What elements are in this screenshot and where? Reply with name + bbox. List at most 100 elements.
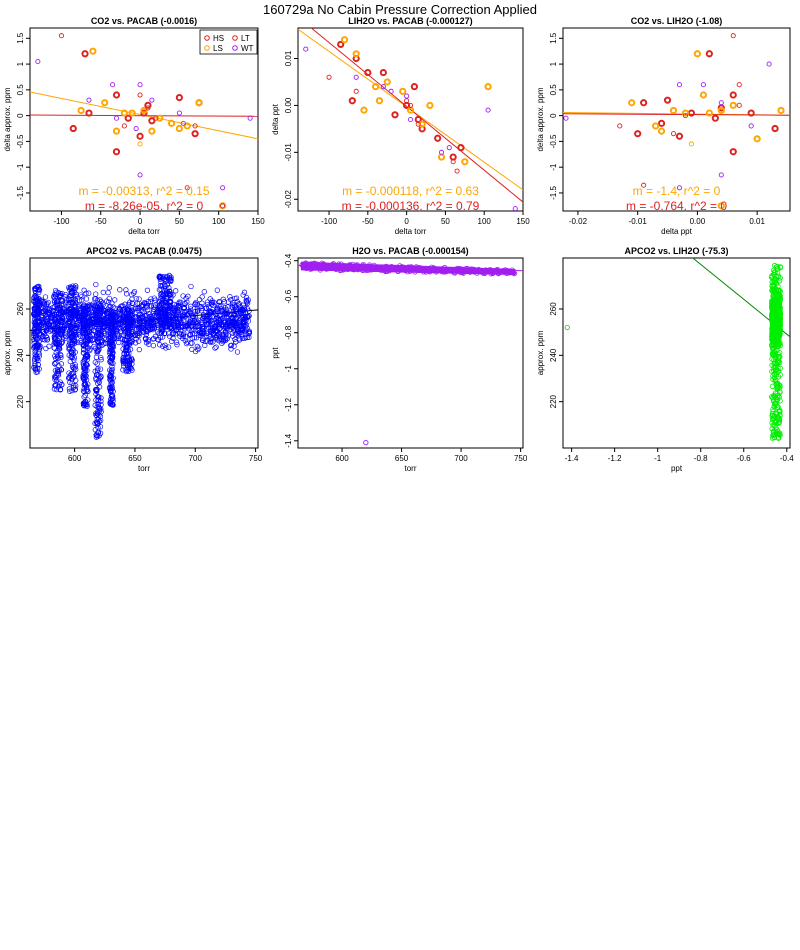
data-point <box>125 367 131 373</box>
data-point <box>206 333 212 340</box>
data-point <box>148 117 156 125</box>
data-point <box>125 368 132 374</box>
data-point <box>187 310 193 316</box>
data-point <box>395 268 401 274</box>
data-point <box>220 296 226 302</box>
data-point <box>421 269 427 275</box>
data-point <box>687 109 696 117</box>
data-point <box>152 297 159 303</box>
data-point <box>303 260 309 266</box>
data-point <box>95 420 101 426</box>
data-point <box>121 331 127 338</box>
data-point <box>133 125 139 132</box>
data-point <box>109 401 116 408</box>
data-point <box>152 333 158 340</box>
x-tick-label: 0 <box>138 217 143 226</box>
data-point <box>32 361 38 367</box>
data-point <box>123 287 129 293</box>
data-point <box>676 185 683 191</box>
data-point <box>351 266 357 273</box>
data-point <box>159 300 166 306</box>
data-point <box>729 148 737 156</box>
x-tick-label: 0.00 <box>690 217 706 226</box>
data-point <box>110 344 116 350</box>
data-point <box>246 308 252 314</box>
data-point <box>166 305 172 311</box>
y-tick-label: -1.5 <box>16 186 25 200</box>
y-tick-label: -0.5 <box>549 134 558 148</box>
data-point <box>450 159 456 165</box>
data-point <box>36 311 42 317</box>
x-axis-label: delta torr <box>128 227 160 236</box>
data-point <box>153 115 159 121</box>
plot-frame <box>29 27 259 212</box>
data-point <box>681 109 690 117</box>
data-point <box>109 330 115 336</box>
data-point <box>96 433 102 439</box>
y-tick-label: 0.00 <box>284 97 293 113</box>
data-point <box>137 321 143 328</box>
data-point <box>66 342 72 348</box>
x-axis-label: torr <box>405 464 417 473</box>
data-point <box>418 120 426 128</box>
y-tick-label: 240 <box>549 348 558 362</box>
data-point <box>772 413 778 419</box>
data-point <box>81 309 87 315</box>
data-point <box>43 324 49 330</box>
data-point <box>376 264 383 271</box>
data-point <box>80 359 86 365</box>
data-point <box>71 331 77 338</box>
data-point <box>617 123 623 129</box>
data-point <box>446 145 452 151</box>
data-point <box>92 296 98 302</box>
data-point <box>204 313 210 319</box>
data-point <box>127 309 134 315</box>
data-point <box>682 113 689 119</box>
data-point <box>136 346 142 353</box>
data-point <box>474 270 480 276</box>
data-point <box>160 297 166 303</box>
y-tick-label: 1.5 <box>549 32 558 44</box>
data-point <box>182 337 188 344</box>
data-point <box>121 358 127 365</box>
data-point <box>169 312 176 318</box>
data-point <box>417 265 424 271</box>
data-point <box>669 106 678 115</box>
data-point <box>95 339 101 346</box>
data-point <box>212 345 218 351</box>
data-point <box>211 299 217 306</box>
data-point <box>112 305 118 311</box>
y-tick-label: 0 <box>549 113 558 118</box>
data-point <box>83 290 89 296</box>
data-point <box>670 131 677 137</box>
data-point <box>144 329 150 335</box>
data-point <box>36 338 43 344</box>
data-point <box>166 272 172 279</box>
plot-frame <box>297 27 524 212</box>
data-point <box>73 331 79 338</box>
data-point <box>73 316 79 322</box>
data-point <box>407 116 414 123</box>
data-point <box>84 321 91 328</box>
data-point <box>68 323 74 330</box>
y-axis-label: delta ppt <box>271 103 280 134</box>
data-point <box>460 270 467 276</box>
data-point <box>129 312 135 318</box>
data-point <box>228 346 234 352</box>
y-tick-label: 260 <box>549 302 558 316</box>
y-tick-label: 0 <box>16 113 25 118</box>
x-tick-label: 650 <box>128 454 142 463</box>
data-point <box>68 314 74 321</box>
data-point <box>428 267 435 274</box>
data-point <box>122 336 128 343</box>
data-point <box>123 325 129 332</box>
data-point <box>68 349 74 356</box>
data-point <box>309 266 315 272</box>
data-point <box>106 304 112 310</box>
data-point <box>221 310 228 316</box>
data-point <box>151 302 157 309</box>
data-point <box>771 306 777 312</box>
data-point <box>164 288 170 294</box>
data-point <box>59 339 65 345</box>
data-point <box>380 84 386 90</box>
